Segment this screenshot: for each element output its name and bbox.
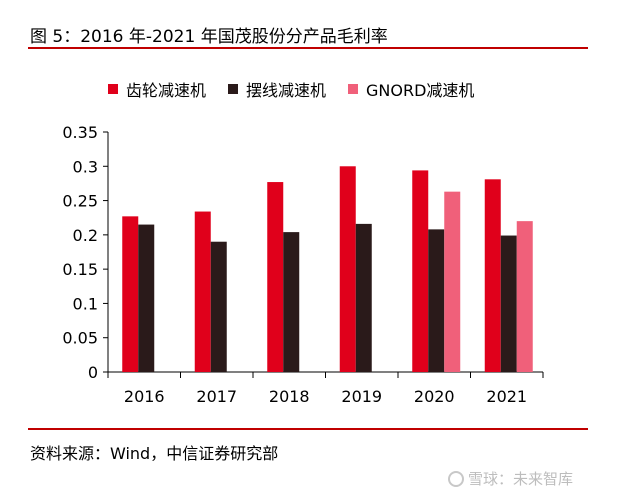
bar-series-3-2021: [516, 221, 533, 372]
x-tick-label: 2016: [124, 387, 165, 406]
legend-swatch-series-3: [348, 84, 359, 94]
legend-item-series-3: GNORD减速机: [348, 77, 474, 101]
bar-series-1-2020: [412, 170, 429, 372]
bar-series-1-2016: [122, 216, 139, 372]
y-tick-label: 0.35: [62, 123, 98, 142]
legend-item-series-1: 齿轮减速机: [108, 77, 206, 101]
bar-series-1-2021: [484, 179, 501, 372]
source-rule: [28, 428, 588, 430]
bar-series-2-2018: [283, 232, 300, 372]
snowball-icon: [448, 471, 464, 487]
legend-swatch-series-2: [228, 84, 239, 94]
bar-series-2-2019: [355, 223, 372, 372]
bar-series-2-2020: [428, 229, 445, 372]
bar-series-3-2020: [444, 191, 461, 372]
y-tick-label: 0.25: [62, 192, 98, 211]
x-tick-label: 2018: [269, 387, 310, 406]
y-tick-label: 0.15: [62, 260, 98, 279]
legend-label-series-3: GNORD减速机: [366, 81, 475, 100]
legend-label-series-1: 齿轮减速机: [126, 81, 207, 100]
legend-item-series-2: 摆线减速机: [228, 77, 326, 101]
x-tick-label: 2020: [414, 387, 455, 406]
x-tick-label: 2021: [486, 387, 527, 406]
x-tick-label: 2017: [196, 387, 237, 406]
y-tick-label: 0.3: [73, 157, 98, 176]
y-tick-label: 0: [88, 363, 98, 382]
bar-series-2-2017: [210, 241, 227, 372]
watermark-text: 雪球：未来智库: [468, 470, 574, 488]
legend: 齿轮减速机 摆线减速机 GNORD减速机: [108, 77, 496, 101]
bar-series-2-2021: [500, 235, 517, 372]
y-tick-label: 0.1: [73, 294, 98, 313]
chart-title: 图 5：2016 年-2021 年国茂股份分产品毛利率: [30, 27, 388, 47]
source-note: 资料来源：Wind，中信证券研究部: [30, 444, 279, 463]
bar-series-1-2018: [267, 182, 284, 372]
watermark: 雪球：未来智库: [448, 468, 573, 489]
bar-series-1-2017: [194, 211, 211, 372]
legend-label-series-2: 摆线减速机: [246, 81, 327, 100]
legend-swatch-series-1: [108, 84, 118, 94]
x-tick-label: 2019: [341, 387, 382, 406]
y-tick-label: 0.2: [73, 226, 98, 245]
y-tick-label: 0.05: [62, 329, 98, 348]
bar-series-2-2016: [138, 224, 155, 372]
title-rule: [28, 47, 588, 49]
bar-series-1-2019: [339, 166, 356, 372]
